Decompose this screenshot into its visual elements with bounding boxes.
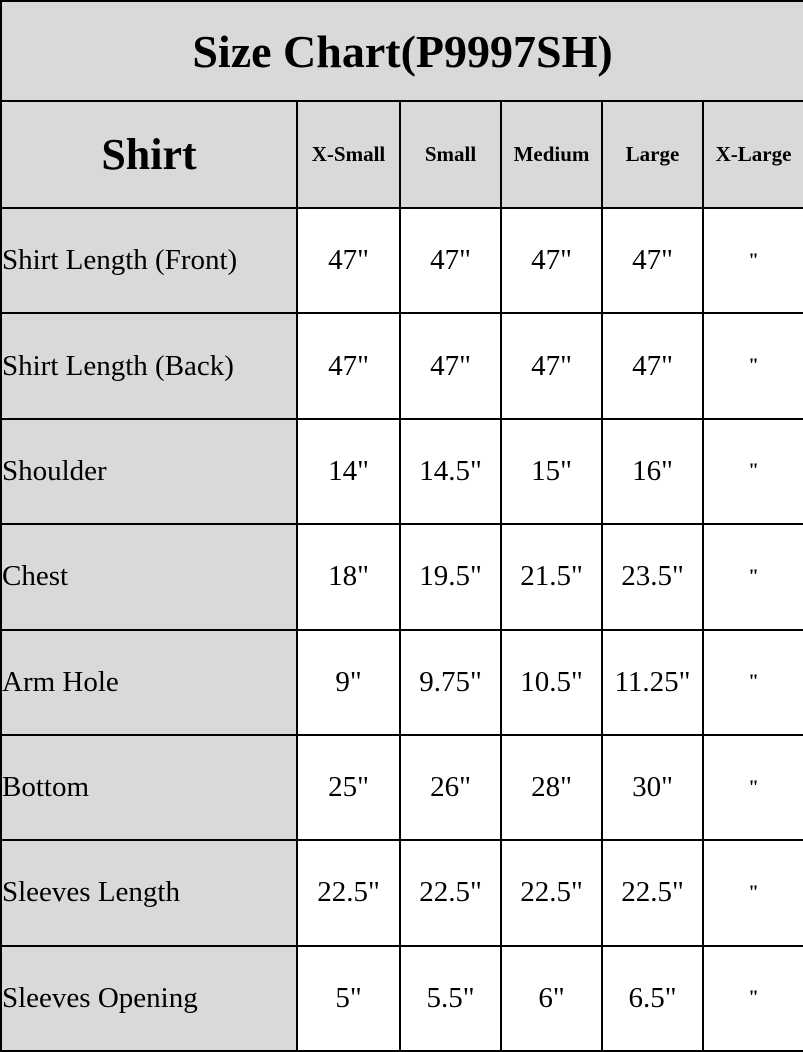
column-header-xlarge: X-Large (702, 100, 803, 209)
size-value: 47" (399, 312, 502, 420)
size-value: 18" (296, 523, 401, 631)
size-value: " (702, 733, 803, 842)
size-value: 21.5" (500, 523, 603, 631)
header-row: Shirt X-Small Small Medium Large X-Large (0, 100, 803, 209)
table-row: Arm Hole 9" 9.75" 10.5" 11.25" " (0, 628, 803, 736)
product-header: Shirt (0, 100, 298, 209)
page-title: Size Chart(P9997SH) (0, 0, 803, 102)
size-value: " (702, 312, 803, 420)
size-value: " (702, 417, 803, 526)
size-value: " (702, 523, 803, 631)
size-value: " (702, 944, 803, 1052)
table-row: Chest 18" 19.5" 21.5" 23.5" " (0, 523, 803, 631)
size-value: 28" (500, 733, 603, 842)
size-value: 22.5" (500, 839, 603, 947)
row-label: Sleeves Opening (0, 944, 298, 1052)
size-value: " (702, 206, 803, 315)
size-value: 22.5" (296, 839, 401, 947)
size-value: 10.5" (500, 628, 603, 736)
size-value: 6" (500, 944, 603, 1052)
size-value: 47" (500, 206, 603, 315)
size-value: " (702, 839, 803, 947)
size-value: 47" (500, 312, 603, 420)
row-label: Shirt Length (Back) (0, 312, 298, 420)
table-row: Bottom 25" 26" 28" 30" " (0, 733, 803, 842)
size-value: 5.5" (399, 944, 502, 1052)
size-value: 11.25" (601, 628, 704, 736)
table-row: Shirt Length (Front) 47" 47" 47" 47" " (0, 206, 803, 315)
column-header-xsmall: X-Small (296, 100, 401, 209)
column-header-small: Small (399, 100, 502, 209)
row-label: Bottom (0, 733, 298, 842)
size-value: 14" (296, 417, 401, 526)
row-label: Shoulder (0, 417, 298, 526)
column-header-medium: Medium (500, 100, 603, 209)
size-value: 16" (601, 417, 704, 526)
table-row: Shoulder 14" 14.5" 15" 16" " (0, 417, 803, 526)
row-label: Shirt Length (Front) (0, 206, 298, 315)
size-value: 47" (601, 312, 704, 420)
column-header-large: Large (601, 100, 704, 209)
size-value: 26" (399, 733, 502, 842)
size-value: 47" (296, 206, 401, 315)
table-row: Sleeves Length 22.5" 22.5" 22.5" 22.5" " (0, 839, 803, 947)
title-row: Size Chart(P9997SH) (0, 0, 803, 102)
size-value: 15" (500, 417, 603, 526)
size-value: 19.5" (399, 523, 502, 631)
row-label: Sleeves Length (0, 839, 298, 947)
size-value: 9.75" (399, 628, 502, 736)
size-value: 14.5" (399, 417, 502, 526)
size-value: 23.5" (601, 523, 704, 631)
table-row: Shirt Length (Back) 47" 47" 47" 47" " (0, 312, 803, 420)
size-value: " (702, 628, 803, 736)
size-value: 22.5" (399, 839, 502, 947)
size-value: 47" (601, 206, 704, 315)
row-label: Chest (0, 523, 298, 631)
size-value: 47" (296, 312, 401, 420)
size-value: 25" (296, 733, 401, 842)
size-value: 9" (296, 628, 401, 736)
row-label: Arm Hole (0, 628, 298, 736)
size-value: 22.5" (601, 839, 704, 947)
size-value: 30" (601, 733, 704, 842)
size-value: 5" (296, 944, 401, 1052)
table-row: Sleeves Opening 5" 5.5" 6" 6.5" " (0, 944, 803, 1052)
size-value: 6.5" (601, 944, 704, 1052)
size-value: 47" (399, 206, 502, 315)
